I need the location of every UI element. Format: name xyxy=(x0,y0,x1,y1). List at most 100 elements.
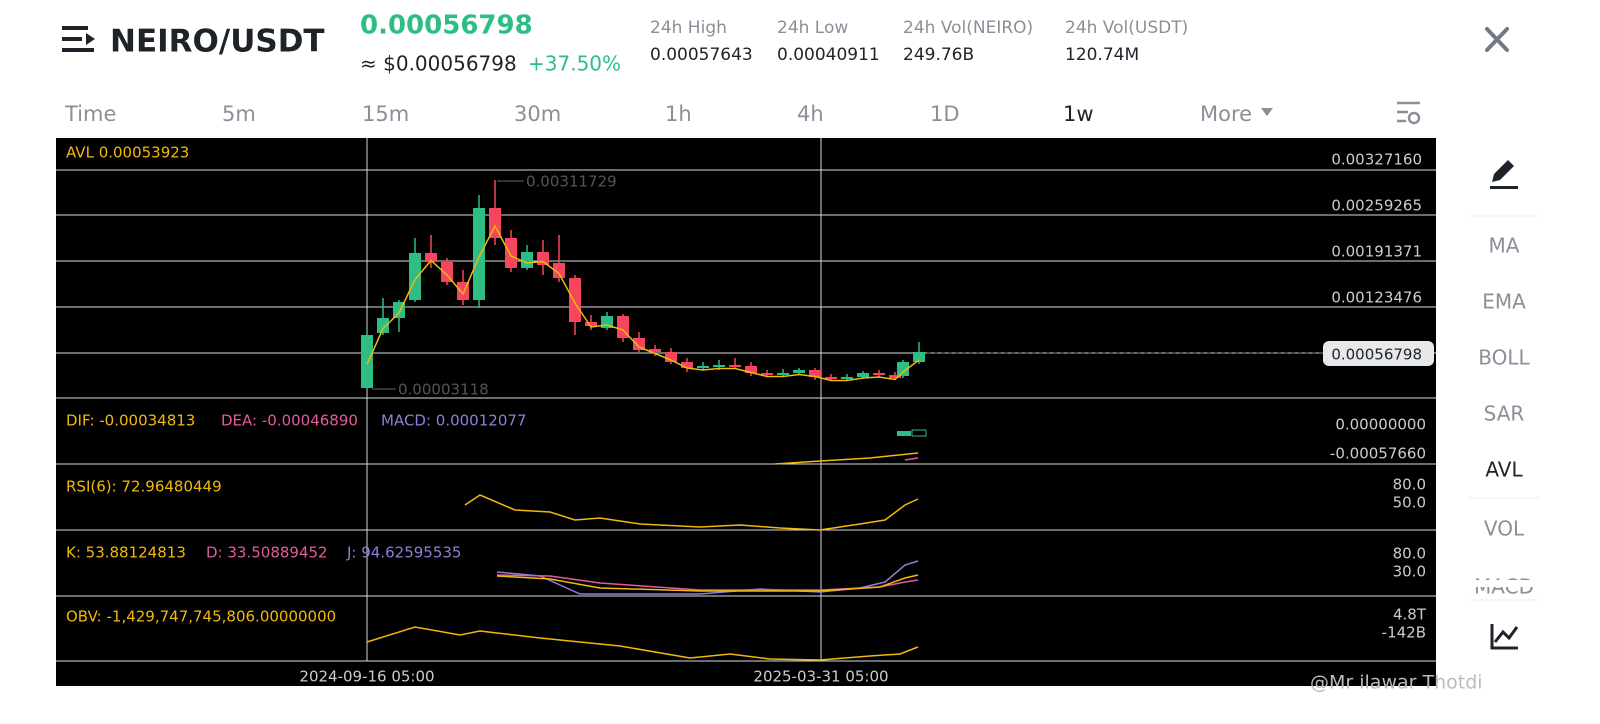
d-line xyxy=(496,574,919,591)
macd-bar xyxy=(897,431,911,436)
stat-value: 249.76B xyxy=(903,45,974,65)
candle-body xyxy=(857,373,869,377)
candle-body xyxy=(585,322,597,326)
menu-icon[interactable] xyxy=(62,26,95,52)
candle-body xyxy=(697,366,709,368)
sidebar: MA EMA BOLL SAR AVL VOL MACD xyxy=(1474,234,1534,599)
candle-body xyxy=(809,370,821,377)
indicator[interactable]: MA xyxy=(1489,234,1520,258)
tab-active[interactable]: 1w xyxy=(1063,102,1094,126)
tab[interactable]: 4h xyxy=(797,102,824,126)
candle-body xyxy=(553,263,565,278)
avl-line xyxy=(366,224,920,382)
tabs: Time 5m 15m 30m 1h 4h 1D 1w More xyxy=(64,102,1252,126)
chart-type-icon[interactable] xyxy=(1490,624,1519,650)
sidebar-clip xyxy=(1466,580,1546,587)
dif-label: DIF: -0.00034813 xyxy=(66,412,195,430)
candle-body xyxy=(425,253,437,262)
rsi-label: RSI(6): 72.96480449 xyxy=(66,478,222,496)
change: +37.50% xyxy=(528,52,621,76)
stat-label: 24h Vol(NEIRO) xyxy=(903,18,1033,38)
candle-body xyxy=(409,253,421,300)
close-button[interactable] xyxy=(1485,27,1509,52)
tab[interactable]: 30m xyxy=(514,102,561,126)
price-axis-label: 0.00123476 xyxy=(1331,289,1422,307)
candle-body xyxy=(681,362,693,368)
tab[interactable]: 1D xyxy=(930,102,960,126)
sidebar-dividers xyxy=(1468,215,1540,601)
tab[interactable]: Time xyxy=(64,102,116,126)
current-price: 0.00056798 xyxy=(1331,346,1422,364)
candle-body xyxy=(825,377,837,379)
d-label: D: 33.50889452 xyxy=(206,544,328,562)
settings-icon[interactable] xyxy=(1397,101,1421,125)
candle-body xyxy=(569,278,581,322)
k-line xyxy=(496,574,919,592)
tab[interactable]: More xyxy=(1200,102,1252,126)
indicator[interactable]: VOL xyxy=(1484,517,1525,541)
grid xyxy=(56,138,1436,662)
more-arrow xyxy=(1261,108,1273,116)
candle-body xyxy=(713,365,725,367)
price-axis-label: 0.00327160 xyxy=(1331,151,1422,169)
obv-line xyxy=(366,626,919,661)
price: 0.00056798 xyxy=(360,11,533,41)
indicator-active[interactable]: AVL xyxy=(1485,458,1523,482)
stat-value: 0.00040911 xyxy=(777,45,880,65)
tab[interactable]: 15m xyxy=(362,102,409,126)
stat-label: 24h Low xyxy=(777,18,848,38)
avl-label: AVL 0.00053923 xyxy=(66,144,189,162)
candle-body xyxy=(889,375,901,378)
candle-body xyxy=(633,338,645,350)
high-label: 0.00311729 xyxy=(526,173,617,191)
candle-body xyxy=(897,362,909,376)
candle-body xyxy=(505,238,517,268)
low-label: 0.00003118 xyxy=(398,381,489,399)
macd-axis: -0.00057660 xyxy=(1330,445,1426,463)
pair: NEIRO/USDT xyxy=(110,24,325,60)
stat-label: 24h High xyxy=(650,18,727,38)
k-label: K: 53.88124813 xyxy=(66,544,186,562)
obv-axis: 4.8T xyxy=(1393,606,1427,624)
macd-bar xyxy=(911,429,927,437)
candle-body xyxy=(441,262,453,282)
chart-area xyxy=(56,138,1436,686)
obv-axis: -142B xyxy=(1382,624,1426,642)
indicator[interactable]: SAR xyxy=(1484,402,1525,426)
obv-label: OBV: -1,429,747,745,806.00000000 xyxy=(66,608,336,626)
stat-value: 120.74M xyxy=(1065,45,1139,65)
macd-axis: 0.00000000 xyxy=(1335,416,1426,434)
stat-value: 0.00057643 xyxy=(650,45,753,65)
candle-body xyxy=(913,352,925,362)
candle-body xyxy=(377,318,389,333)
stat-label: 24h Vol(USDT) xyxy=(1065,18,1188,38)
indicator[interactable]: BOLL xyxy=(1478,346,1530,370)
macd-label: MACD: 0.00012077 xyxy=(381,412,526,430)
tab[interactable]: 1h xyxy=(665,102,692,126)
kdj-axis: 80.0 xyxy=(1393,545,1426,563)
rsi-axis: 50.0 xyxy=(1393,494,1426,512)
dea-label: DEA: -0.00046890 xyxy=(221,412,358,430)
candle-body xyxy=(361,335,373,388)
indicator[interactable]: EMA xyxy=(1482,290,1526,314)
watermark: @Mr ilawar Thotdi xyxy=(1310,672,1483,694)
price-axis-label: 0.00191371 xyxy=(1331,243,1422,261)
candles xyxy=(361,180,925,390)
price-axis-label: 0.00259265 xyxy=(1331,197,1422,215)
usd-price: ≈ $0.00056798 xyxy=(360,52,517,76)
date-label: 2024-09-16 05:00 xyxy=(299,668,434,686)
candle-body xyxy=(649,349,661,352)
j-label: J: 94.62595535 xyxy=(346,544,461,562)
candle-body xyxy=(761,373,773,375)
candle-body xyxy=(537,252,549,265)
dif-line xyxy=(774,452,919,465)
rsi-axis: 80.0 xyxy=(1393,476,1426,494)
candle-body xyxy=(729,365,741,367)
tab[interactable]: 5m xyxy=(222,102,256,126)
date-label: 2025-03-31 05:00 xyxy=(753,668,888,686)
draw-tool-icon[interactable] xyxy=(1490,160,1518,189)
candle-body xyxy=(777,373,789,375)
candle-body xyxy=(665,352,677,362)
dea-line xyxy=(904,457,919,461)
